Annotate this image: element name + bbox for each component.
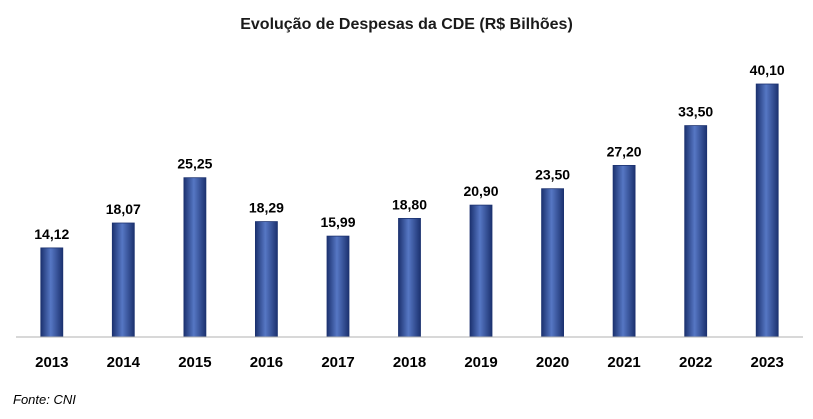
value-label-2014: 18,07 — [106, 201, 141, 217]
x-tick-label-2017: 2017 — [321, 354, 354, 371]
value-label-2023: 40,10 — [750, 62, 785, 78]
bar-2023 — [755, 83, 779, 338]
bar-2018 — [398, 217, 421, 338]
bar-2016 — [254, 221, 278, 338]
value-label-2019: 20,90 — [463, 183, 498, 199]
value-label-2017: 15,99 — [320, 214, 355, 230]
x-tick-label-2015: 2015 — [178, 354, 211, 371]
x-tick-label-2018: 2018 — [393, 354, 426, 371]
value-label-2018: 18,80 — [392, 196, 427, 212]
bar-2014 — [111, 222, 135, 338]
x-tick-label-2013: 2013 — [35, 354, 68, 371]
value-label-2021: 27,20 — [607, 143, 642, 159]
source-note: Fonte: CNI — [13, 392, 76, 407]
value-label-2022: 33,50 — [678, 104, 713, 120]
value-label-2016: 18,29 — [249, 200, 284, 216]
bar-2013 — [40, 247, 64, 338]
value-label-2013: 14,12 — [34, 226, 69, 242]
x-tick-label-2023: 2023 — [751, 354, 784, 371]
x-tick-label-2014: 2014 — [107, 354, 141, 371]
bar-2017 — [326, 235, 350, 338]
value-label-2020: 23,50 — [535, 167, 570, 183]
x-tick-label-2021: 2021 — [607, 354, 640, 371]
bar-2021 — [612, 164, 636, 338]
bar-2020 — [541, 188, 564, 338]
bars-layer — [40, 83, 779, 338]
bar-2019 — [469, 204, 493, 338]
value-label-2015: 25,25 — [177, 156, 212, 172]
bar-2022 — [684, 125, 708, 338]
x-tick-label-2020: 2020 — [536, 354, 569, 371]
chart-title: Evolução de Despesas da CDE (R$ Bilhões) — [240, 16, 573, 33]
bar-2015 — [183, 177, 207, 338]
x-tick-label-2019: 2019 — [464, 354, 497, 371]
value-labels-layer: 14,12 18,07 25,25 18,29 15,99 18,80 20,90 23,50… — [34, 62, 785, 242]
x-tick-label-2022: 2022 — [679, 354, 712, 371]
x-tick-labels-layer: 2013 2014 2015 2016 2017 2018 2019 2020 2021 2022… — [35, 354, 784, 371]
x-tick-label-2016: 2016 — [250, 354, 283, 371]
